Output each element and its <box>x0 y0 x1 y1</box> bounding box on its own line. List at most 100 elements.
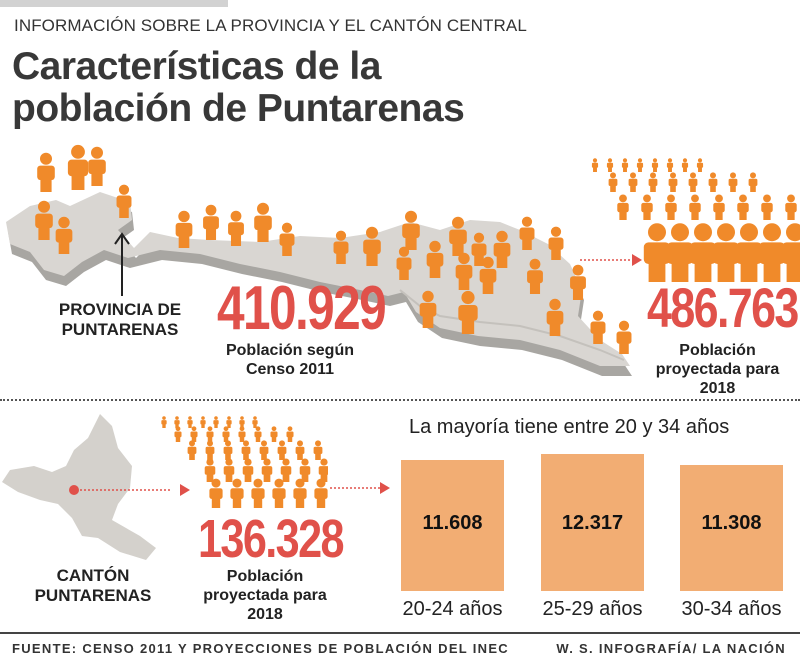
projected-caption-line-2: proyectada para <box>655 361 780 378</box>
person-icon <box>479 256 497 294</box>
person-icon <box>254 426 262 442</box>
person-icon <box>471 232 487 266</box>
person-icon <box>493 230 511 268</box>
person-icon <box>223 440 233 460</box>
person-icon <box>641 194 653 220</box>
census-value: 410.929 <box>217 274 387 343</box>
section-divider <box>0 399 800 401</box>
person-icon <box>261 458 273 482</box>
person-icon <box>426 240 444 278</box>
person-icon <box>204 458 216 482</box>
person-icon <box>548 226 564 260</box>
census-caption: Población según Censo 2011 <box>205 341 375 379</box>
person-icon <box>636 158 644 172</box>
person-icon <box>728 172 738 192</box>
person-icon <box>318 458 328 482</box>
person-icon <box>277 440 287 460</box>
person-icon <box>708 172 718 192</box>
person-icon <box>175 210 193 248</box>
person-icon <box>628 172 638 192</box>
person-icon <box>270 426 278 442</box>
age-value-30-34: 11.308 <box>701 512 762 534</box>
canton-crowd <box>161 416 328 508</box>
projected-caption-line-3: 2018 <box>699 380 736 397</box>
person-icon <box>293 478 307 508</box>
person-icon <box>606 158 614 172</box>
person-icon <box>299 458 311 482</box>
person-icon <box>333 230 349 264</box>
census-caption-line-2: Censo 2011 <box>245 361 335 378</box>
kicker: INFORMACIÓN SOBRE LA PROVINCIA Y EL CANT… <box>14 16 527 35</box>
person-icon <box>286 426 294 442</box>
person-icon <box>696 158 704 172</box>
person-icon <box>781 223 800 282</box>
province-label: PROVINCIA DE PUNTARENAS <box>40 300 200 340</box>
person-icon <box>455 252 473 290</box>
person-icon <box>238 426 246 442</box>
person-icon <box>200 416 206 428</box>
person-icon <box>295 440 305 460</box>
age-label-30-34: 30-34 años <box>681 598 782 620</box>
person-icon <box>206 426 214 442</box>
person-icon <box>735 223 763 282</box>
person-icon <box>363 226 381 266</box>
person-icon <box>203 204 219 240</box>
person-icon <box>402 210 420 250</box>
canton-arrow-icon <box>180 484 190 496</box>
person-icon <box>67 144 89 190</box>
person-icon <box>251 478 265 508</box>
age-label-25-29: 25-29 años <box>542 598 643 620</box>
canton-projected-caption: Población proyectada para 2018 <box>185 567 345 624</box>
person-icon <box>279 222 295 256</box>
person-icon <box>689 223 717 282</box>
person-icon <box>205 440 215 460</box>
person-icon <box>190 426 198 442</box>
person-icon <box>239 416 245 428</box>
canton-label-line-2: PUNTARENAS <box>34 586 152 605</box>
person-icon <box>621 158 629 172</box>
person-icon <box>223 458 235 482</box>
person-icon <box>228 210 244 246</box>
person-icon <box>259 440 269 460</box>
person-icon <box>187 440 197 460</box>
person-icon <box>88 146 106 186</box>
person-icon <box>681 158 689 172</box>
person-icon <box>737 194 749 220</box>
person-icon <box>608 172 618 192</box>
person-icon <box>546 298 564 336</box>
person-icon <box>55 216 73 254</box>
person-icon <box>458 290 478 334</box>
person-icon <box>591 158 599 172</box>
canton-caption-line-2: proyectada para <box>203 587 327 604</box>
canton-caption-line-3: 2018 <box>247 606 283 623</box>
source-note: FUENTE: CENSO 2011 Y PROYECCIONES DE POB… <box>12 641 509 656</box>
age-value-25-29: 12.317 <box>561 512 624 534</box>
person-icon <box>666 158 674 172</box>
person-icon <box>174 416 180 428</box>
age-value-20-24: 11.608 <box>422 512 483 534</box>
person-icon <box>241 440 251 460</box>
person-icon <box>280 458 292 482</box>
person-icon <box>230 478 244 508</box>
canton-caption-line-1: Población <box>226 568 304 585</box>
person-icon <box>37 152 55 192</box>
person-icon <box>713 194 725 220</box>
person-icon <box>519 216 535 250</box>
page-title: Características de la población de Punta… <box>12 46 465 130</box>
person-icon <box>648 172 658 192</box>
person-icon <box>222 426 230 442</box>
province-label-line-1: PROVINCIA DE <box>58 300 182 319</box>
province-crowd <box>591 158 800 282</box>
person-icon <box>252 416 258 428</box>
arrow-up-icon <box>114 232 130 296</box>
person-icon <box>226 416 232 428</box>
person-icon <box>213 416 219 428</box>
person-icon <box>314 478 328 508</box>
person-icon <box>616 320 632 354</box>
person-icon <box>785 194 797 220</box>
age-heading: La mayoría tiene entre 20 y 34 años <box>409 416 730 438</box>
age-box-25-29: 12.317 <box>541 454 644 591</box>
footer-rule <box>0 632 800 634</box>
person-icon <box>313 440 323 460</box>
